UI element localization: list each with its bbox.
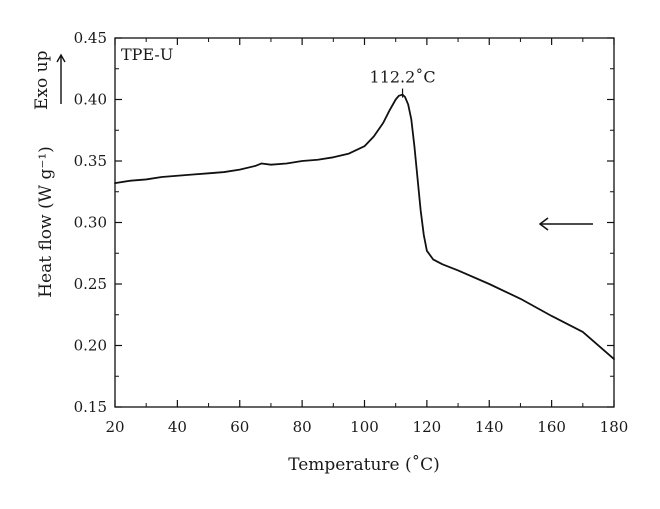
peak-label: 112.2˚C: [370, 68, 436, 87]
series-line-tpe-u: [114, 93, 615, 360]
y-tick-label: 0.25: [74, 275, 107, 293]
x-tick-label: 100: [350, 418, 379, 436]
x-axis-title: Temperature (˚C): [288, 455, 440, 475]
sample-label: TPE-U: [121, 45, 173, 64]
x-tick-label: 120: [413, 418, 442, 436]
x-tick-label: 160: [537, 418, 566, 436]
y-tick-label: 0.35: [74, 152, 107, 170]
x-tick-label: 80: [293, 418, 312, 436]
x-tick-label: 60: [230, 418, 249, 436]
y-axis-title: Heat flow (W g⁻¹): [36, 146, 56, 298]
x-tick-label: 20: [105, 418, 124, 436]
exo-up-indicator: Exo up: [32, 50, 66, 110]
x-tick-label: 180: [600, 418, 629, 436]
plot-frame: [114, 37, 615, 408]
y-tick-label: 0.40: [74, 91, 107, 109]
x-tick-label: 140: [475, 418, 504, 436]
y-tick-label: 0.45: [74, 29, 107, 47]
y-tick-label: 0.30: [74, 214, 107, 232]
ticks-layer: 20 40 60 80 100 120 140 160 180 0.15 0.20 0.25 0.30 0…: [74, 29, 629, 436]
exo-up-label: Exo up: [32, 50, 52, 110]
scan-direction-arrow: [538, 217, 593, 231]
x-tick-label: 40: [168, 418, 187, 436]
y-tick-label: 0.15: [74, 398, 107, 416]
y-tick-label: 0.20: [74, 337, 107, 355]
